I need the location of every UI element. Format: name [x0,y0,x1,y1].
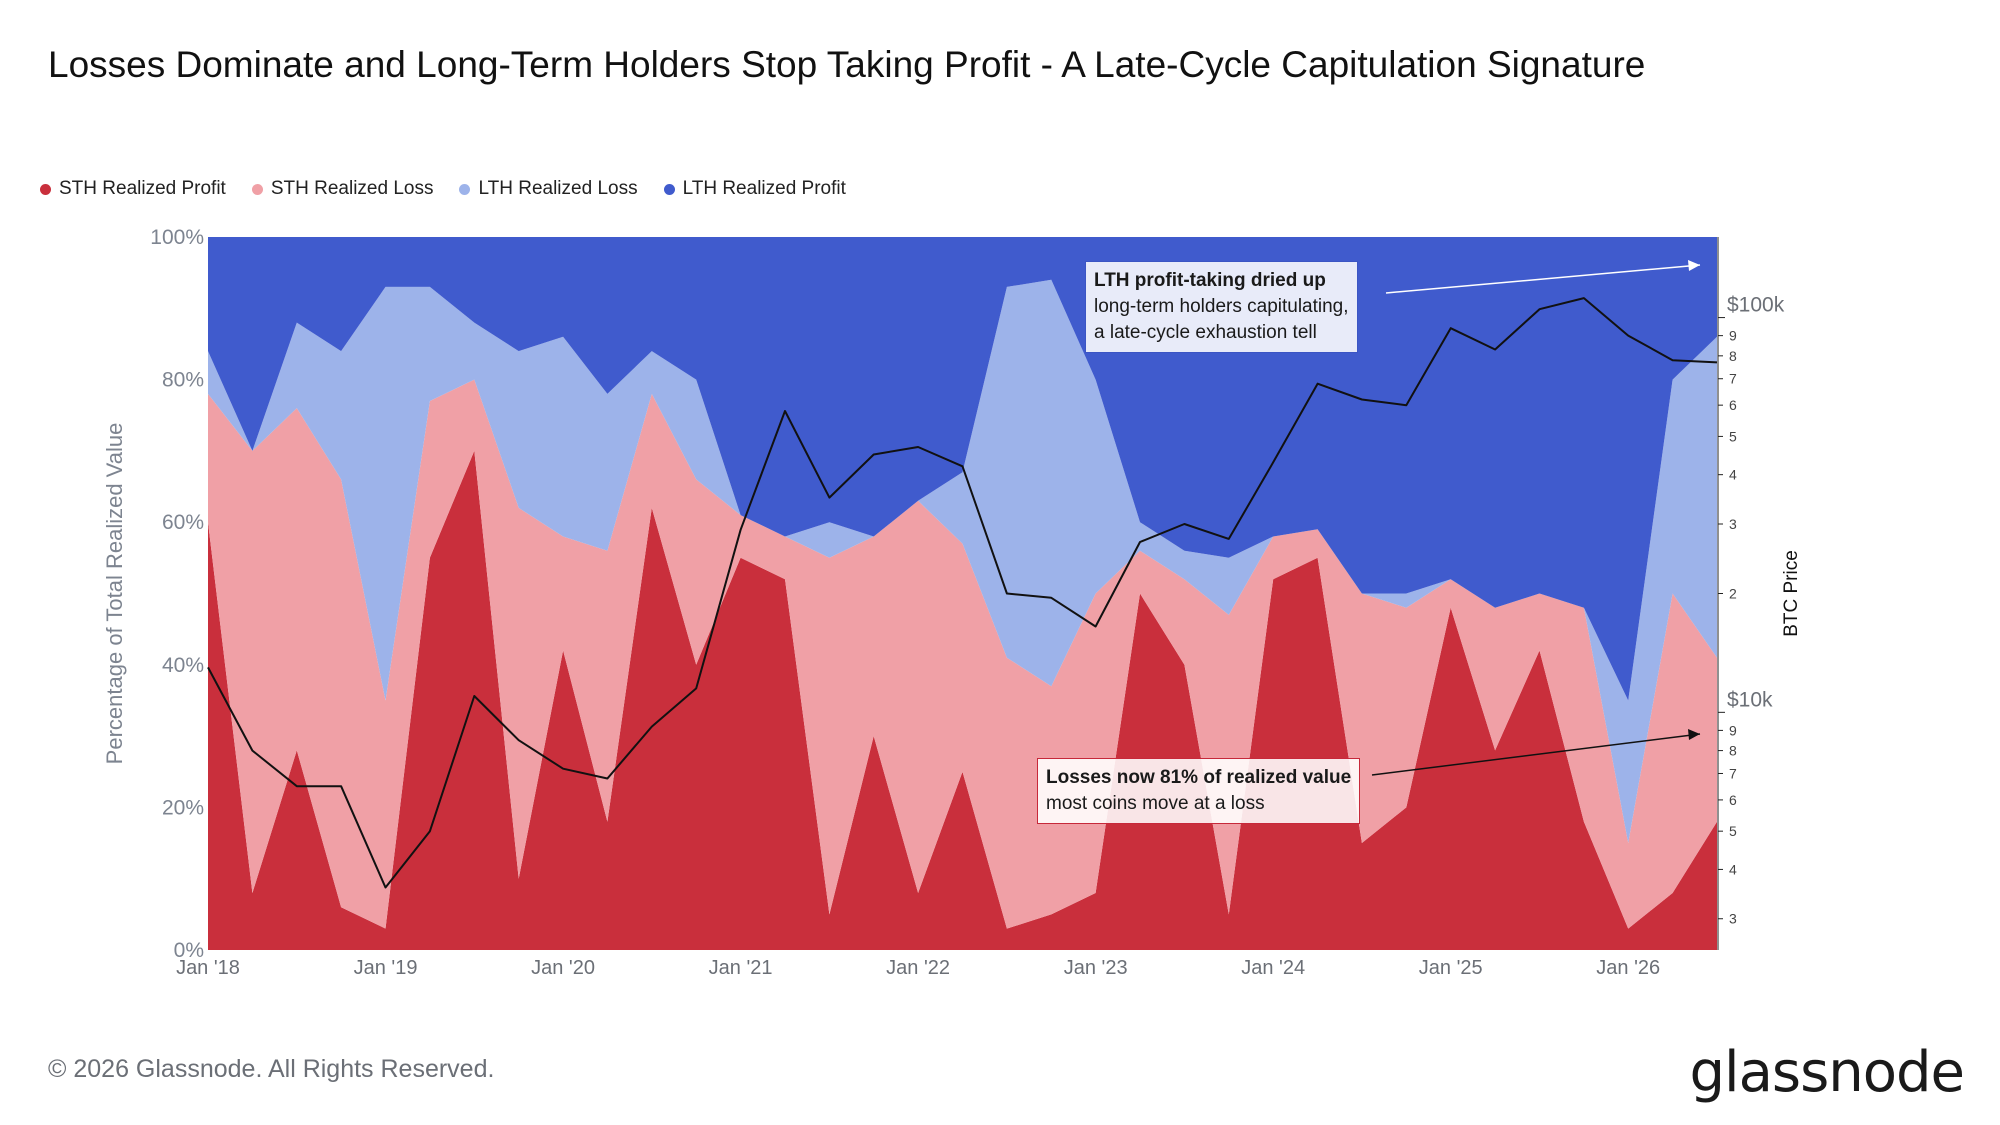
legend-label: LTH Realized Profit [682,178,846,199]
annotation-heading: LTH profit-taking dried up [1094,270,1326,291]
annotation-arrowhead-top [1688,260,1700,271]
right-minor-tick-label: 3 [1729,516,1737,532]
y-tick-label: 100% [150,226,204,249]
annotation-text: long-term holders capitulating, [1094,296,1349,317]
right-minor-tick-label: 3 [1729,911,1737,927]
y-axis-title: Percentage of Total Realized Value [102,423,127,765]
y-tick-label: 40% [162,654,204,677]
right-minor-tick-label: 9 [1729,328,1737,344]
area-sth-realized-profit[interactable] [208,450,1717,950]
legend-dot [40,183,51,195]
y-tick-label: 80% [162,369,204,392]
x-tick-label: Jan '23 [1064,957,1128,979]
right-minor-tick-label: 8 [1729,348,1737,364]
annotation-arrowhead-bottom [1688,729,1700,740]
legend-label: STH Realized Profit [59,178,226,199]
legend-item-lth-profit[interactable]: LTH Realized Profit [663,178,846,200]
right-minor-tick-label: 5 [1729,823,1737,839]
right-minor-tick-label: 4 [1729,861,1737,877]
y-tick-label: 60% [162,511,204,534]
annotation-lth-profit: LTH profit-taking dried up long-term hol… [1085,261,1358,353]
legend-label: STH Realized Loss [270,178,434,199]
right-minor-tick-label: 2 [1729,586,1737,602]
annotation-text: most coins move at a loss [1046,793,1265,814]
copyright-footer: © 2026 Glassnode. All Rights Reserved. [48,1055,495,1083]
right-minor-tick-label: 6 [1729,397,1737,413]
y2-axis-title: BTC Price [1781,550,1802,637]
x-tick-label: Jan '24 [1241,957,1305,979]
right-minor-tick-label: 7 [1729,765,1737,781]
x-tick-label: Jan '19 [354,957,418,979]
x-tick-label: Jan '25 [1419,957,1483,979]
y-tick-label: 0% [174,939,204,962]
legend-dot [251,183,263,195]
right-minor-tick-label: 7 [1729,371,1737,387]
right-minor-tick-label: 6 [1729,792,1737,808]
annotation-arrow-top [1385,264,1701,294]
annotation-arrow-bottom [1371,733,1701,776]
glassnode-logo: glassnode [1689,1040,1965,1105]
right-major-tick-label: $100k [1727,294,1785,317]
right-major-tick-label: $10k [1727,688,1773,711]
x-tick-label: Jan '20 [531,957,595,979]
annotation-heading: Losses now 81% of realized value [1046,767,1352,788]
legend-dot [459,183,471,195]
area-sth-realized-loss[interactable] [208,379,1717,929]
x-tick-label: Jan '21 [709,957,773,979]
right-minor-tick-label: 5 [1729,428,1737,444]
right-minor-tick-label: 8 [1729,743,1737,759]
chart-legend: STH Realized Profit STH Realized Loss LT… [40,178,846,200]
x-tick-label: Jan '22 [886,957,950,979]
y-tick-label: 20% [162,796,204,819]
btc-price-line [207,297,1718,889]
right-minor-tick-label: 4 [1729,467,1737,483]
legend-item-lth-loss[interactable]: LTH Realized Loss [459,178,638,200]
x-tick-label: Jan '18 [176,957,240,979]
legend-item-sth-profit[interactable]: STH Realized Profit [40,178,226,200]
legend-item-sth-loss[interactable]: STH Realized Loss [251,178,434,200]
right-minor-tick-label: 9 [1729,722,1737,738]
annotation-losses: Losses now 81% of realized value most co… [1037,758,1361,824]
x-tick-label: Jan '26 [1596,957,1660,979]
annotation-text: a late-cycle exhaustion tell [1094,322,1317,343]
legend-label: LTH Realized Loss [478,178,638,199]
area-lth-realized-loss[interactable] [208,279,1717,843]
page-title: Losses Dominate and Long-Term Holders St… [48,44,1646,85]
legend-dot [663,183,675,195]
